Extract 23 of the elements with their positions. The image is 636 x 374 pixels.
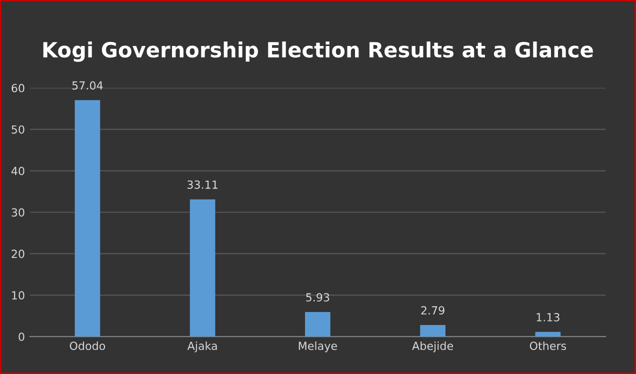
bar xyxy=(190,199,216,337)
y-tick-label: 20 xyxy=(12,250,24,258)
data-label: 1.13 xyxy=(536,313,560,322)
y-tick-label: 10 xyxy=(12,291,24,300)
y-tick-label: 60 xyxy=(12,84,24,92)
data-label: 2.79 xyxy=(421,306,444,315)
y-tick-label: 0 xyxy=(18,332,24,341)
x-tick-label: Abejide xyxy=(412,341,453,352)
x-tick-label: Melaye xyxy=(298,341,337,352)
data-label: 57.04 xyxy=(72,81,103,90)
x-tick-label: Ododo xyxy=(70,341,106,350)
bar xyxy=(420,325,446,337)
x-tick-label: Others xyxy=(530,341,566,350)
bar xyxy=(74,100,100,337)
y-tick-label: 50 xyxy=(12,125,24,134)
bar xyxy=(305,312,330,337)
data-label: 5.93 xyxy=(306,293,330,302)
y-tick-label: 40 xyxy=(11,166,24,176)
chart-title: Kogi Governorship Election Results at a Glance xyxy=(43,42,593,62)
bar xyxy=(535,332,561,337)
x-tick-label: Ajaka xyxy=(187,341,217,352)
data-label: 33.11 xyxy=(188,180,218,189)
y-tick-label: 30 xyxy=(12,208,24,217)
